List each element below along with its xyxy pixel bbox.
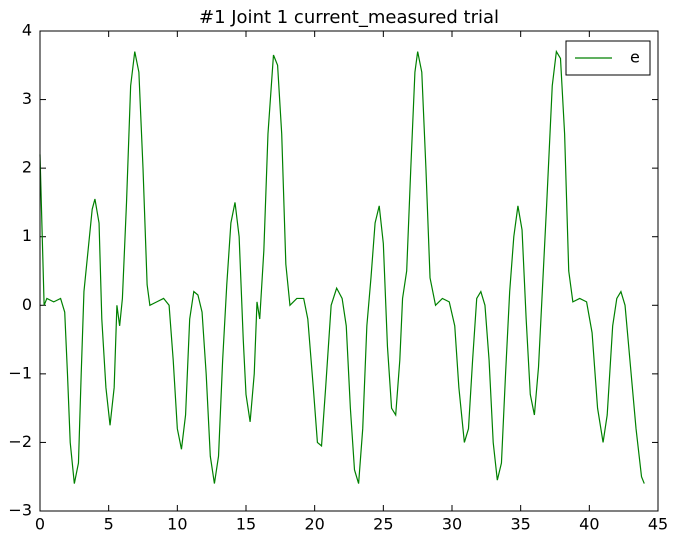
chart-title: #1 Joint 1 current_measured trial <box>199 7 499 28</box>
data-line <box>39 49 645 484</box>
y-tick-label: −2 <box>8 432 32 451</box>
x-tick-label: 0 <box>35 515 45 534</box>
y-tick-label: 3 <box>22 89 32 108</box>
y-tick-label: −3 <box>8 501 32 520</box>
x-tick-label: 40 <box>579 515 599 534</box>
x-tick-label: 25 <box>373 515 393 534</box>
y-tick-label: 0 <box>22 295 32 314</box>
x-tick-label: 35 <box>510 515 530 534</box>
plot-frame <box>39 30 659 512</box>
y-tick-label: 4 <box>22 21 32 40</box>
x-tick-label: 15 <box>236 515 256 534</box>
y-tick-label: 2 <box>22 158 32 177</box>
x-tick-label: 10 <box>167 515 187 534</box>
legend-label: e <box>630 48 640 67</box>
x-tick-label: 45 <box>648 515 668 534</box>
x-tick-label: 20 <box>304 515 324 534</box>
x-tick-label: 30 <box>442 515 462 534</box>
x-tick-label: 5 <box>104 515 114 534</box>
y-tick-label: 1 <box>22 226 32 245</box>
y-tick-label: −1 <box>8 363 32 382</box>
